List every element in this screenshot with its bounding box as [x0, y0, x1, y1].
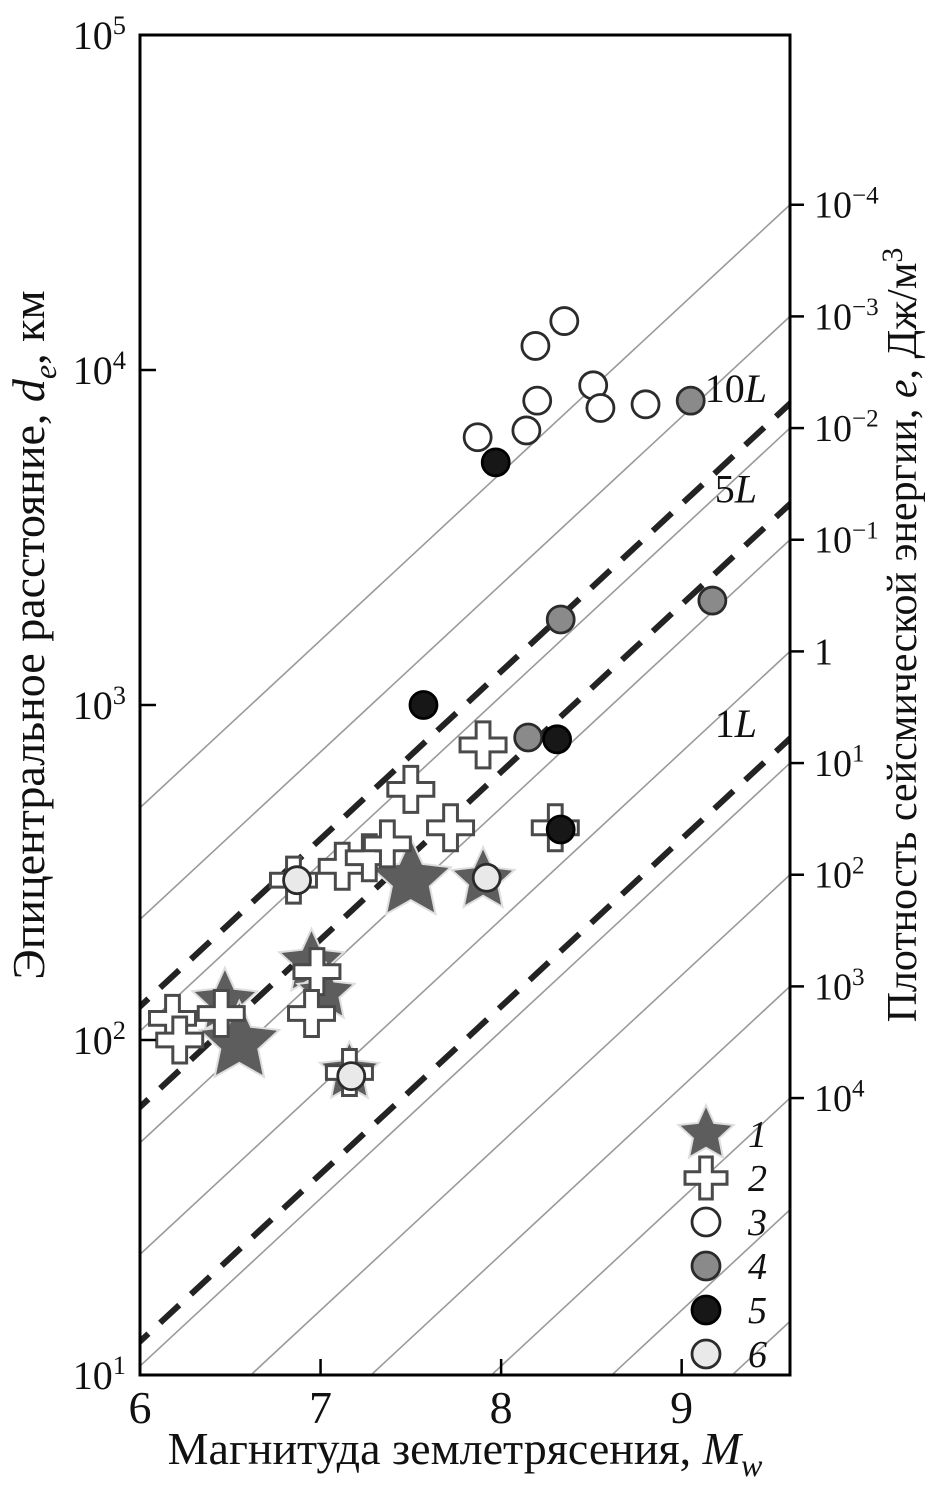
y-left-tick-label: 101 [73, 1350, 126, 1398]
series-4 [513, 385, 728, 753]
star-marker [197, 998, 282, 1079]
energy-isolines [140, 203, 790, 1375]
isoline-1e-3 [140, 315, 790, 921]
isoline-1e-2 [140, 426, 790, 1033]
y-right-tick-label: 10−1 [814, 517, 879, 561]
y-right-tick-label: 1 [814, 631, 833, 673]
circle-marker [513, 722, 544, 753]
circle-marker [522, 385, 553, 416]
isoline-1e2 [249, 873, 790, 1375]
cross-marker [196, 988, 246, 1038]
y-right-axis-title: Плотность сейсмической энергии, e, Дж/м3 [876, 248, 926, 1023]
isoline-1e3 [369, 985, 790, 1375]
y-left-tick-label: 103 [73, 680, 126, 728]
circle-marker [462, 422, 493, 453]
series-2 [148, 720, 580, 1097]
cross-marker [362, 819, 412, 869]
circle-marker [690, 1338, 722, 1370]
circle-marker [675, 385, 706, 416]
y-right-tick-label: 104 [814, 1076, 865, 1120]
circle-marker [336, 1061, 367, 1092]
circle-marker [480, 447, 511, 478]
x-tick-label: 9 [670, 1382, 693, 1433]
y-right-tick-label: 10−2 [814, 406, 879, 450]
y-right-tick-label: 101 [814, 741, 865, 785]
circle-marker [520, 331, 551, 361]
circle-marker [282, 865, 312, 896]
circle-marker [511, 415, 542, 446]
isoline-1e0 [140, 650, 790, 1256]
series-6 [282, 862, 502, 1092]
cross-marker [683, 1155, 729, 1201]
dashed-line-5L [140, 499, 790, 1112]
cross-marker [155, 1015, 205, 1065]
series-5 [408, 447, 576, 845]
cross-marker [426, 803, 476, 853]
legend-label-6: 6 [748, 1334, 767, 1376]
circle-marker [408, 690, 439, 720]
y-left-tick-label: 102 [73, 1015, 126, 1063]
dashed-line-label-5L: 5L [715, 466, 757, 511]
dashed-line-10L [140, 399, 790, 1011]
circle-marker [690, 1294, 722, 1326]
y-right-tick-label: 102 [814, 852, 865, 896]
series-3 [462, 306, 661, 453]
y-right-tick-label: 10−4 [814, 182, 879, 226]
axis-ticks: 6 7 8 9 [129, 33, 804, 1433]
isoline-1e-4 [140, 203, 790, 809]
legend-label-1: 1 [748, 1114, 767, 1156]
isoline-1e4 [490, 1096, 790, 1375]
isoline-1e-1 [140, 538, 790, 1144]
isoline-1e1 [140, 761, 790, 1368]
circle-marker [690, 1250, 722, 1282]
circle-marker [471, 862, 502, 893]
circle-marker [697, 585, 728, 616]
y-right-tick-label: 10−3 [814, 294, 879, 338]
circle-marker [545, 814, 576, 845]
isoline-1e5 [610, 1208, 790, 1375]
dashed-line-1L [140, 734, 790, 1346]
cross-marker [292, 947, 342, 997]
cross-marker [287, 988, 337, 1038]
y-right-tick-label: 103 [814, 964, 865, 1008]
x-axis-title: Магнитуда землетрясения, Mw [168, 1423, 763, 1483]
dashed-line-label-10L: 10L [705, 366, 767, 411]
circle-marker [630, 389, 661, 420]
cross-marker [458, 720, 508, 770]
legend-label-3: 3 [747, 1202, 767, 1244]
legend-label-5: 5 [748, 1290, 767, 1332]
circle-marker [542, 724, 572, 755]
x-tick-label: 8 [490, 1382, 513, 1433]
cross-marker [386, 764, 436, 814]
circle-marker [690, 1206, 722, 1238]
star-marker [676, 1102, 736, 1160]
dashed-length-lines [140, 399, 790, 1346]
legend-label-2: 2 [748, 1158, 767, 1200]
y-left-tick-label: 105 [73, 10, 126, 58]
circle-marker [549, 306, 580, 336]
x-tick-label: 6 [129, 1382, 152, 1433]
y-left-tick-label: 104 [73, 345, 126, 393]
dashed-line-label-1L: 1L [715, 701, 757, 746]
circle-marker [585, 393, 616, 423]
circle-marker [545, 604, 576, 635]
legend-label-4: 4 [748, 1246, 767, 1288]
y-left-axis-title: Эпицентральное расстояние, de, км [3, 290, 63, 979]
x-tick-label: 7 [309, 1382, 332, 1433]
